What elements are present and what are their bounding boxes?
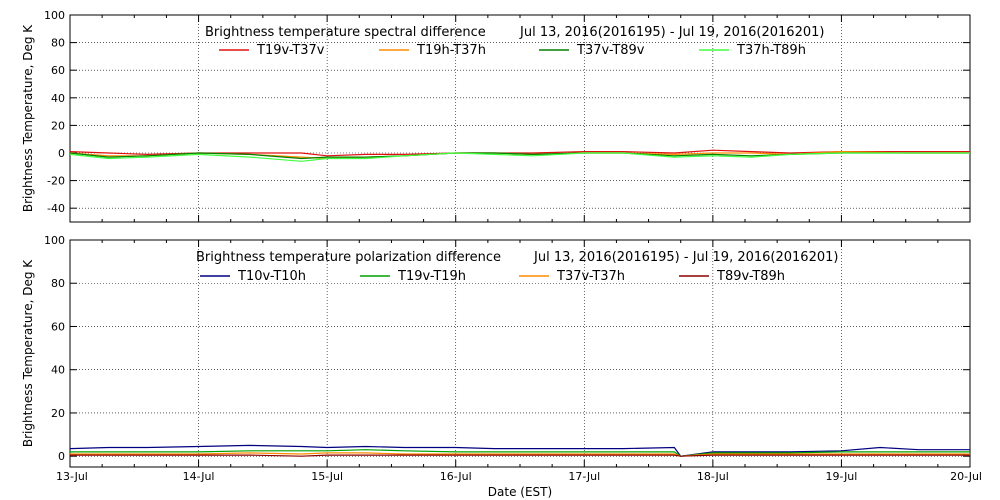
x-tick-label: 20-Jul [950,470,982,483]
chart-panel-2: 13-Jul 14-Jul 15-Jul 16-Jul 17-Jul 18-Jul 19-J… [21,234,982,499]
legend-label: T19h-T37h [416,43,486,58]
y-tick-label: -20 [47,175,65,188]
series-line-t89v-t89h [70,454,970,457]
y-axis-title: Brightness Temperature, Deg K [21,259,35,447]
y-tick-label: 0 [58,450,65,463]
series-line-t37v-t37h [70,452,970,457]
y-tick-label: 80 [51,37,65,50]
legend-label: T37h-T89h [736,43,806,58]
y-tick-label: 100 [44,9,65,22]
legend-label: T19v-T37v [256,43,325,58]
legend-label: T89v-T89h [716,269,785,284]
x-axis-title: Date (EST) [488,485,552,499]
legend-label: T19v-T19h [397,269,466,284]
series-line-t37h-t89h [69,152,970,162]
y-tick-label: 100 [44,234,65,247]
chart-title: Brightness temperature polarization diff… [196,250,501,265]
legend-label: T10v-T10h [237,269,306,284]
chart-date-range: Jul 13, 2016(2016195) - Jul 19, 2016(201… [519,25,824,40]
x-tick-label: 18-Jul [697,470,729,483]
x-tick-label: 15-Jul [311,470,343,483]
chart-panel-1: -40 -20 0 20 40 60 80 100 Brightness temperature… [21,9,971,223]
y-tick-label: 0 [58,147,65,160]
y-tick-label: 80 [51,277,65,290]
legend-label: T37v-T37h [556,269,625,284]
chart-title: Brightness temperature spectral differen… [205,25,486,40]
chart-date-range: Jul 13, 2016(2016195) - Jul 19, 2016(201… [533,250,838,265]
y-axis-title: Brightness Temperature, Deg K [21,24,35,212]
y-tick-label: 60 [51,64,65,77]
plot-frame [69,239,971,468]
y-tick-label: 20 [51,119,65,132]
y-tick-label: 40 [51,364,65,377]
x-tick-label: 19-Jul [825,470,857,483]
y-tick-label: 40 [51,92,65,105]
series-line-t10v-t10h [69,444,970,457]
y-tick-label: -40 [47,202,65,215]
y-tick-label: 20 [51,407,65,420]
x-tick-label: 17-Jul [568,470,600,483]
plot-frame [69,14,971,223]
legend-label: T37v-T89v [576,43,645,58]
y-tick-label: 60 [51,320,65,333]
x-tick-label: 14-Jul [183,470,215,483]
x-tick-label: 16-Jul [440,470,472,483]
series-line-t19v-t19h [70,449,970,457]
x-tick-label: 13-Jul [56,470,88,483]
